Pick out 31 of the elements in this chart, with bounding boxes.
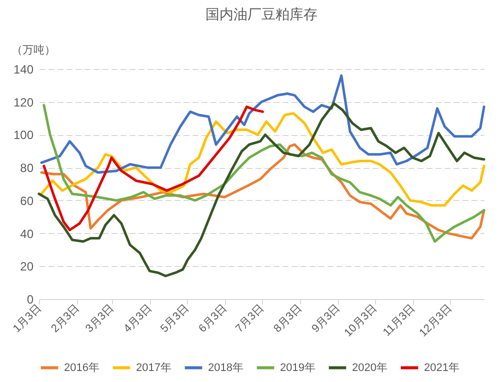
x-tick-label: 11月3日 <box>380 302 418 339</box>
y-tick-label: 20 <box>20 260 34 274</box>
x-tick-label: 12月3日 <box>417 302 454 340</box>
chart-title: 国内油厂豆粕库存 <box>206 6 318 22</box>
x-tick-label: 8月3日 <box>272 302 304 335</box>
y-tick-label: 40 <box>20 226 34 241</box>
y-tick-label: 100 <box>13 128 34 142</box>
line-series <box>40 74 486 174</box>
line-series <box>42 104 486 243</box>
line-series <box>40 112 486 207</box>
x-tick-label: 5月3日 <box>158 302 192 335</box>
x-tick-label: 6月3日 <box>196 302 230 335</box>
legend-label: 2017年 <box>136 362 172 374</box>
y-axis-title: （万吨） <box>12 44 56 56</box>
x-tick-label: 7月3日 <box>234 302 266 335</box>
legend-label: 2019年 <box>280 362 316 374</box>
legend-label: 2020年 <box>352 362 388 374</box>
x-tick-label: 2月3日 <box>49 302 82 335</box>
y-tick-label: 120 <box>13 95 34 110</box>
line-series <box>38 102 486 278</box>
x-tick-label: 4月3日 <box>122 302 154 335</box>
x-tick-label: 9月3日 <box>310 302 342 335</box>
x-tick-label: 10月3日 <box>342 302 380 340</box>
x-tick-label: 3月3日 <box>84 302 116 335</box>
y-tick-label: 60 <box>20 194 34 208</box>
y-tick-label: 140 <box>13 62 34 76</box>
y-tick-label: 80 <box>20 161 34 176</box>
legend-label: 2016年 <box>64 362 100 374</box>
legend-label: 2018年 <box>208 362 244 374</box>
legend-label: 2021年 <box>424 362 460 374</box>
line-series <box>42 106 264 232</box>
